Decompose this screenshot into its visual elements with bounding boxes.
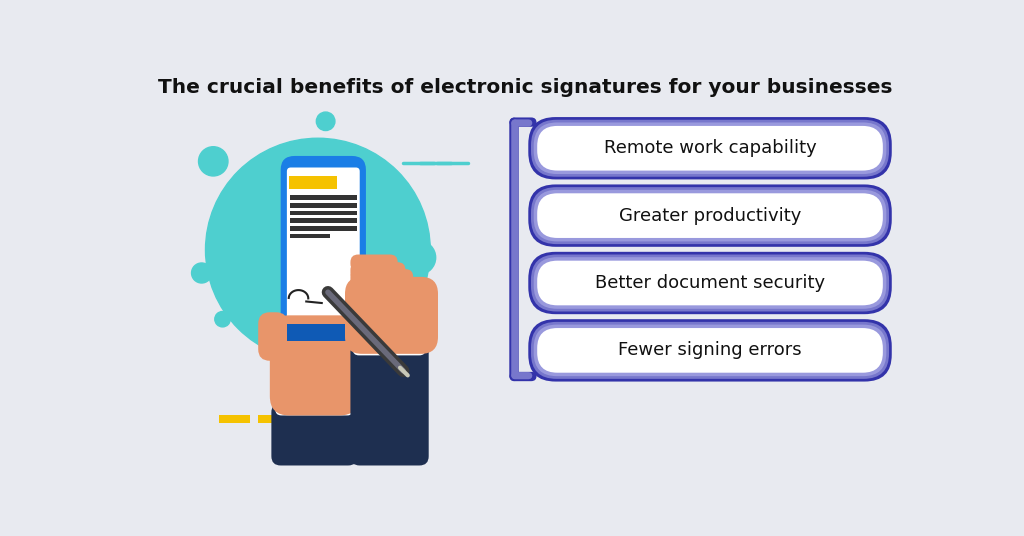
FancyBboxPatch shape [531, 255, 889, 311]
FancyBboxPatch shape [287, 324, 359, 341]
FancyBboxPatch shape [350, 269, 414, 291]
FancyBboxPatch shape [528, 117, 892, 180]
Circle shape [316, 112, 335, 131]
FancyBboxPatch shape [534, 122, 887, 174]
FancyBboxPatch shape [528, 319, 892, 382]
FancyBboxPatch shape [538, 328, 883, 373]
FancyBboxPatch shape [509, 117, 537, 127]
FancyBboxPatch shape [290, 203, 356, 207]
FancyBboxPatch shape [281, 156, 366, 345]
FancyBboxPatch shape [531, 187, 889, 244]
FancyBboxPatch shape [352, 336, 426, 355]
FancyBboxPatch shape [511, 120, 532, 126]
FancyBboxPatch shape [538, 260, 883, 306]
FancyBboxPatch shape [290, 234, 330, 239]
FancyBboxPatch shape [531, 120, 889, 177]
FancyBboxPatch shape [534, 257, 887, 309]
FancyBboxPatch shape [287, 168, 359, 322]
FancyBboxPatch shape [350, 262, 406, 281]
Text: Better document security: Better document security [595, 274, 825, 292]
Circle shape [199, 147, 228, 176]
FancyBboxPatch shape [531, 322, 889, 379]
FancyBboxPatch shape [509, 372, 537, 381]
FancyBboxPatch shape [271, 403, 357, 465]
FancyBboxPatch shape [350, 255, 397, 271]
Circle shape [206, 138, 430, 362]
Text: The crucial benefits of electronic signatures for your businesses: The crucial benefits of electronic signa… [158, 78, 892, 97]
FancyBboxPatch shape [345, 277, 438, 354]
FancyBboxPatch shape [258, 312, 288, 361]
FancyBboxPatch shape [538, 126, 883, 170]
FancyBboxPatch shape [219, 415, 251, 423]
FancyBboxPatch shape [511, 120, 518, 379]
FancyBboxPatch shape [290, 226, 356, 230]
FancyBboxPatch shape [534, 325, 887, 376]
FancyBboxPatch shape [289, 176, 337, 189]
FancyBboxPatch shape [275, 396, 353, 415]
Text: Greater productivity: Greater productivity [618, 206, 801, 225]
FancyBboxPatch shape [511, 372, 532, 379]
FancyBboxPatch shape [509, 117, 519, 381]
FancyBboxPatch shape [290, 195, 356, 200]
FancyBboxPatch shape [534, 190, 887, 241]
Circle shape [401, 241, 435, 274]
FancyBboxPatch shape [528, 252, 892, 314]
FancyBboxPatch shape [290, 218, 356, 223]
Text: Remote work capability: Remote work capability [604, 139, 816, 157]
FancyBboxPatch shape [290, 211, 356, 215]
FancyBboxPatch shape [528, 184, 892, 247]
FancyBboxPatch shape [258, 415, 289, 423]
Text: Fewer signing errors: Fewer signing errors [618, 341, 802, 359]
FancyBboxPatch shape [538, 193, 883, 238]
FancyBboxPatch shape [350, 341, 429, 465]
Circle shape [191, 263, 212, 283]
FancyBboxPatch shape [270, 315, 359, 415]
Circle shape [215, 311, 230, 327]
